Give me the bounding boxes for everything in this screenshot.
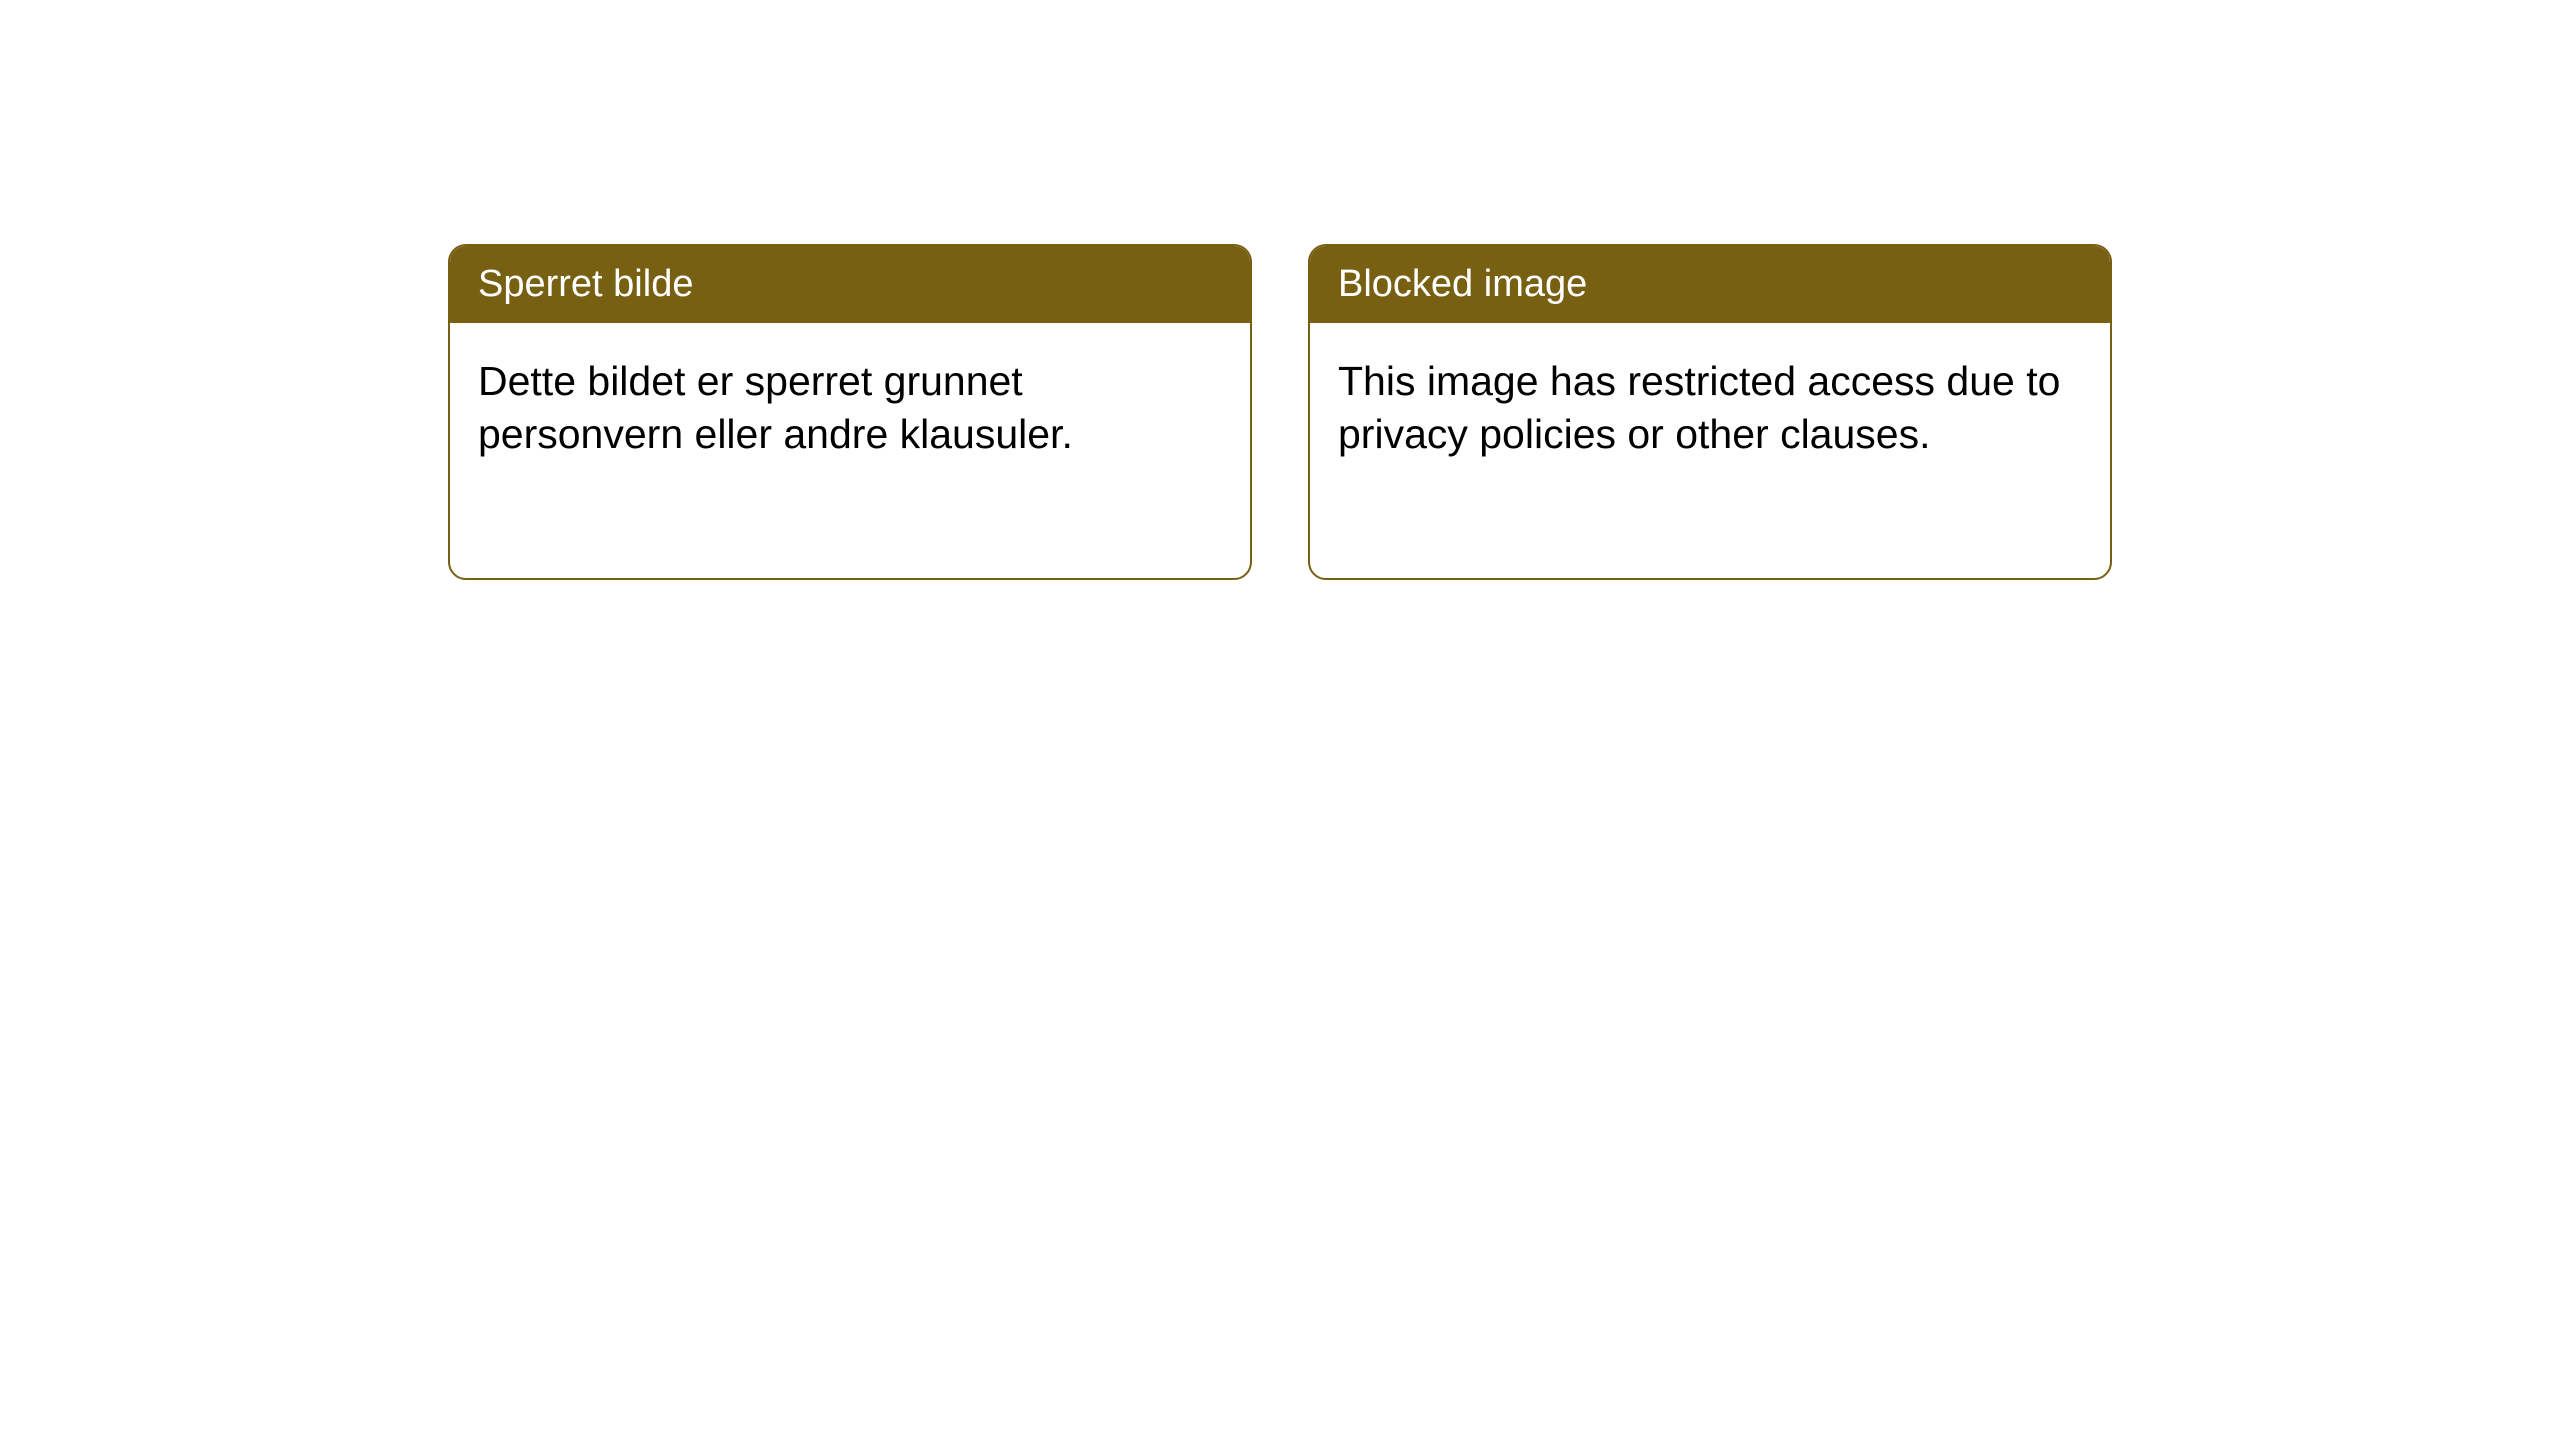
notice-box-norwegian: Sperret bilde Dette bildet er sperret gr… — [448, 244, 1252, 580]
notices-container: Sperret bilde Dette bildet er sperret gr… — [0, 0, 2560, 580]
notice-body-text: Dette bildet er sperret grunnet personve… — [478, 358, 1073, 456]
notice-title: Blocked image — [1338, 263, 1587, 305]
notice-body-text: This image has restricted access due to … — [1338, 358, 2060, 456]
notice-box-english: Blocked image This image has restricted … — [1308, 244, 2112, 580]
notice-header: Blocked image — [1310, 246, 2110, 323]
notice-title: Sperret bilde — [478, 263, 693, 305]
notice-body: This image has restricted access due to … — [1310, 323, 2110, 492]
notice-header: Sperret bilde — [450, 246, 1250, 323]
notice-body: Dette bildet er sperret grunnet personve… — [450, 323, 1250, 492]
